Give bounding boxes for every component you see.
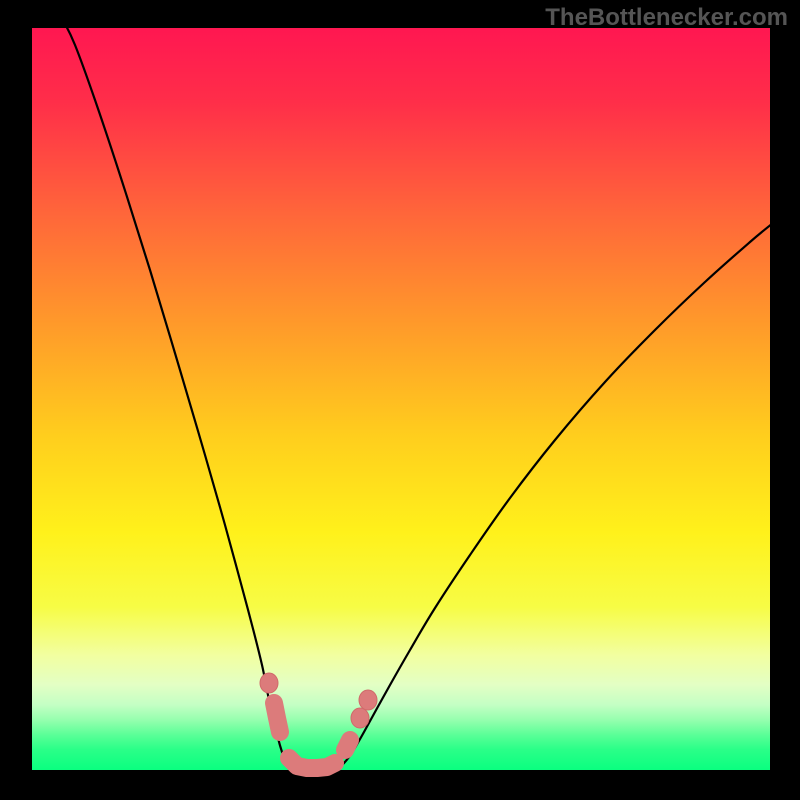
data-marker bbox=[359, 690, 377, 710]
watermark-text: TheBottlenecker.com bbox=[545, 4, 788, 32]
chart-svg bbox=[0, 0, 800, 800]
bottleneck-curve-left bbox=[63, 20, 310, 770]
data-markers bbox=[260, 673, 377, 768]
data-marker bbox=[260, 673, 278, 693]
data-marker-segment bbox=[345, 740, 350, 750]
data-marker-segment bbox=[289, 758, 335, 768]
data-marker bbox=[351, 708, 369, 728]
chart-container: TheBottlenecker.com bbox=[0, 0, 800, 800]
data-marker-segment bbox=[274, 703, 280, 732]
bottleneck-curve-right bbox=[310, 223, 773, 770]
